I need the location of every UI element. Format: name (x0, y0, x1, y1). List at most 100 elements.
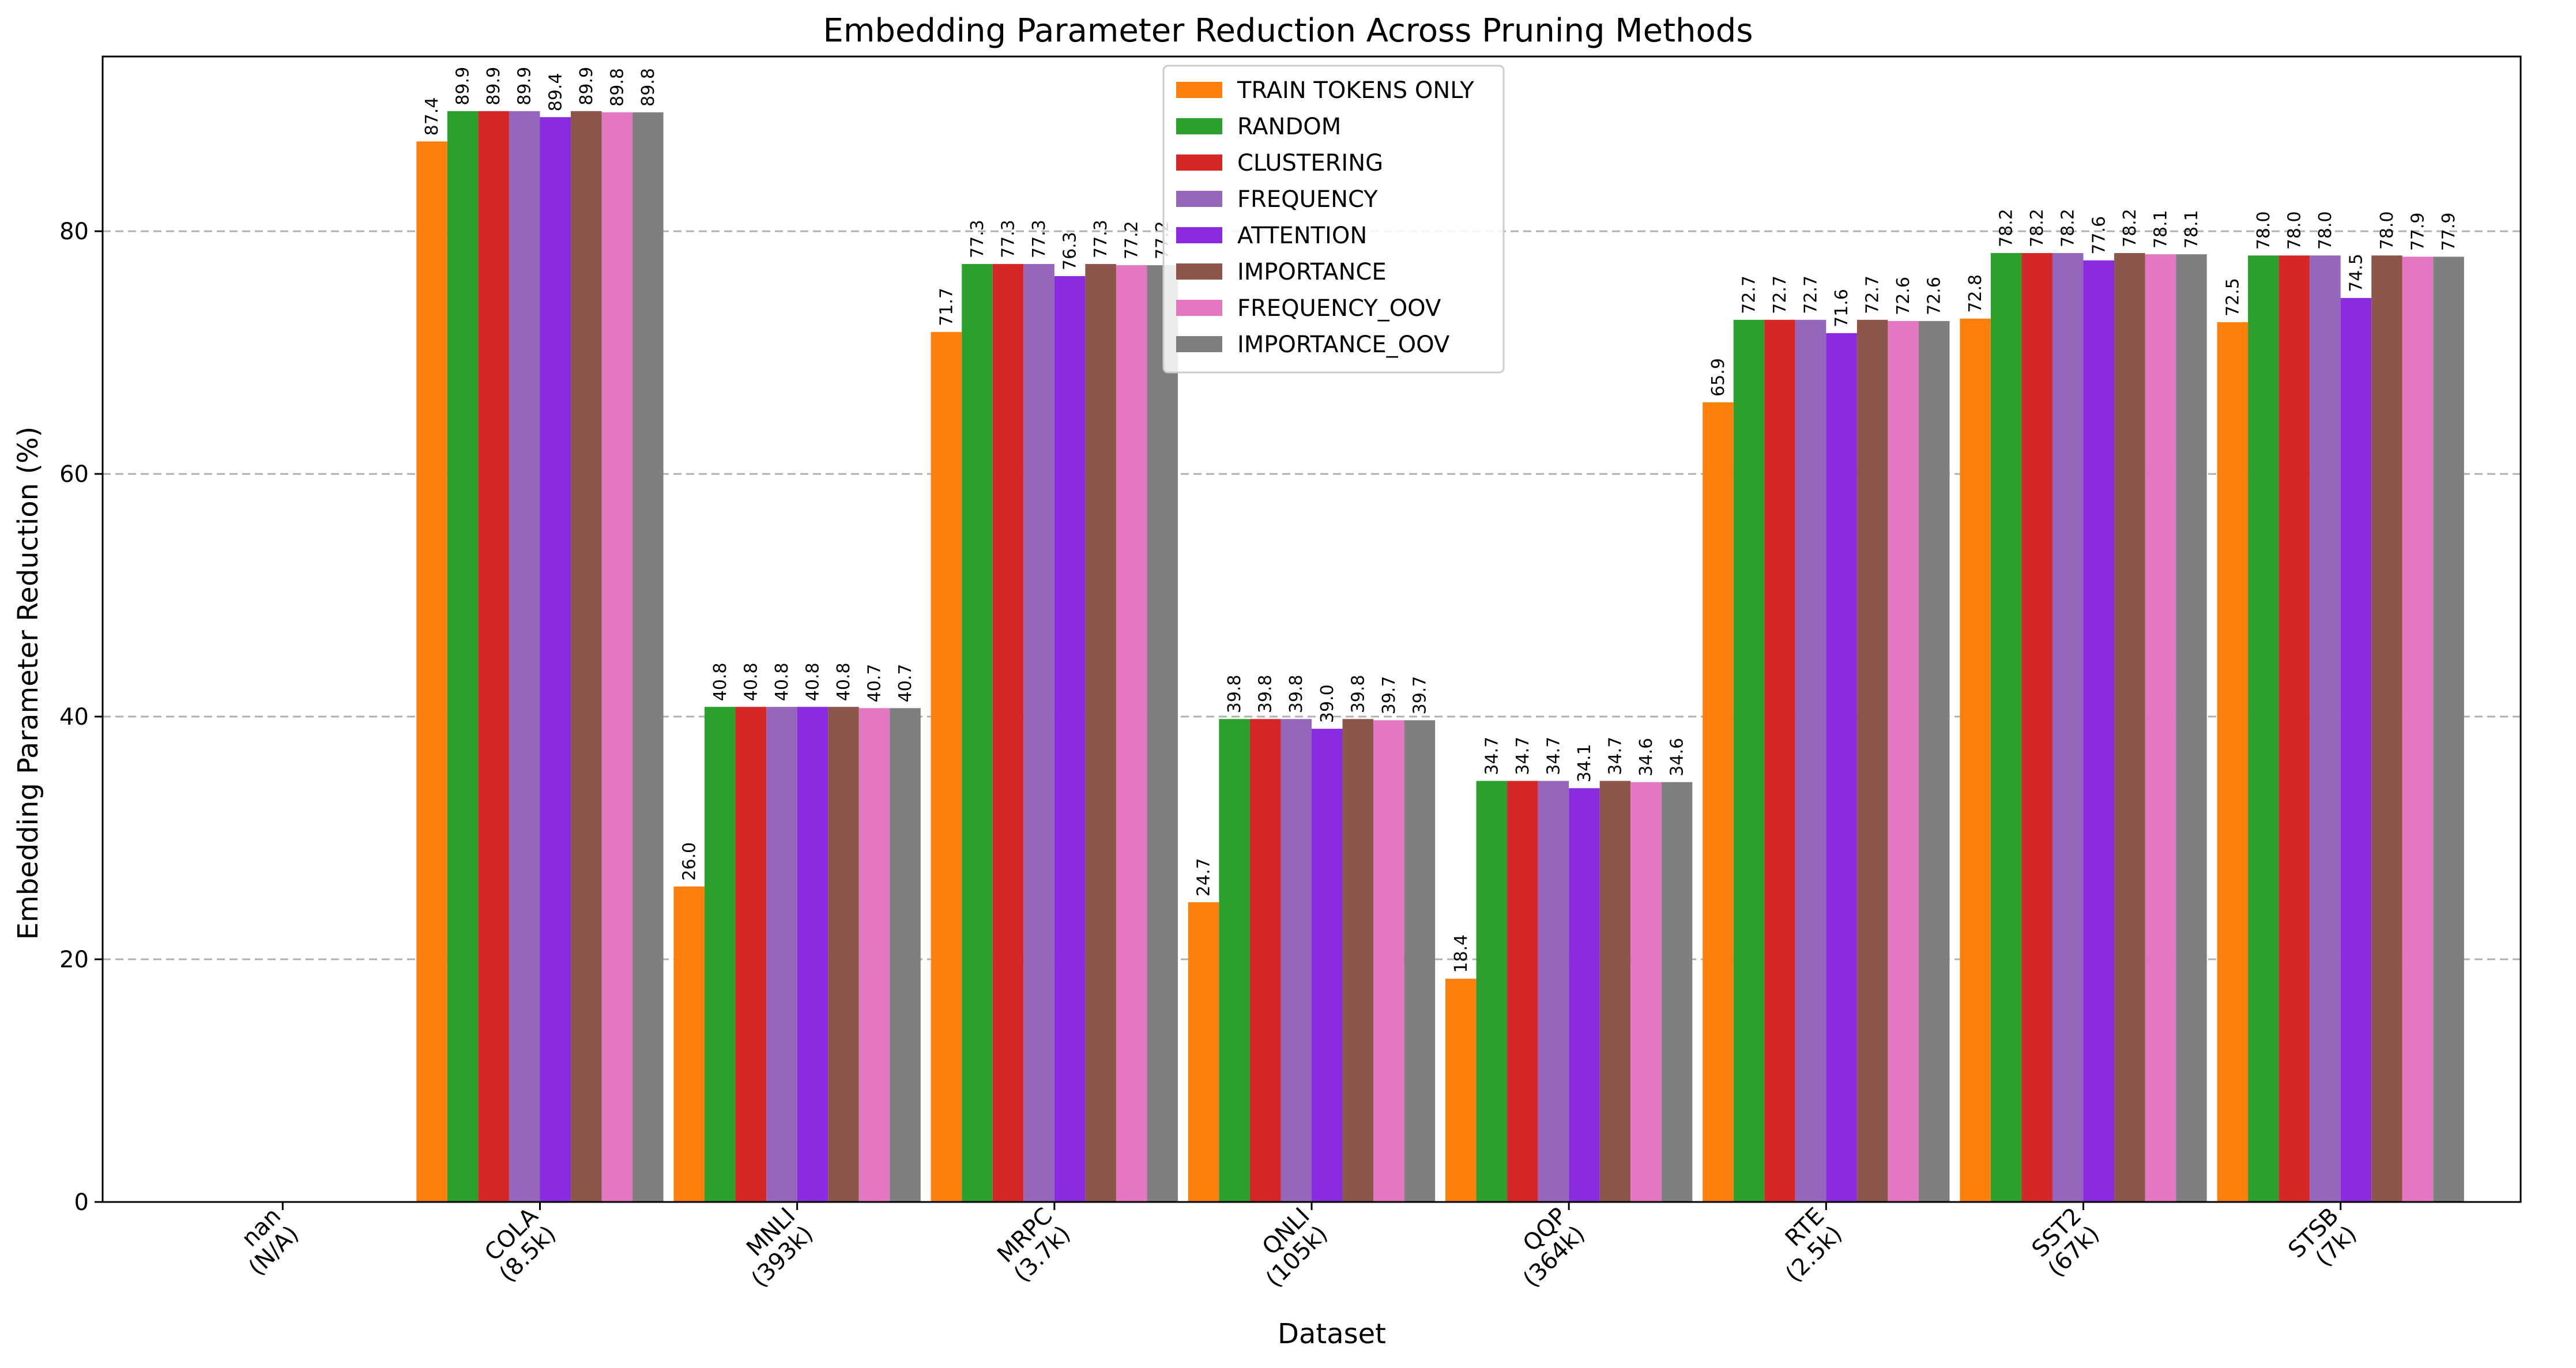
bar (1826, 333, 1857, 1202)
y-tick-label: 60 (59, 461, 89, 488)
bar (1342, 719, 1374, 1202)
x-tick-label: QNLI(105k) (1257, 1203, 1333, 1292)
bar-value-label: 40.8 (741, 662, 761, 701)
bar (1312, 729, 1343, 1202)
bar-value-label: 40.7 (895, 664, 916, 703)
legend-swatch (1176, 263, 1222, 280)
legend-item: ATTENTION (1176, 223, 1367, 249)
bar (416, 141, 447, 1203)
bar (1445, 978, 1477, 1202)
bar (2083, 260, 2115, 1202)
legend-swatch (1176, 154, 1222, 171)
y-tick-label: 80 (59, 218, 89, 245)
bar-value-label: 87.4 (422, 97, 442, 136)
bar (1918, 321, 1950, 1202)
bar-value-label: 78.1 (2182, 210, 2202, 248)
bar-value-label: 72.5 (2223, 278, 2243, 316)
legend-swatch (1176, 227, 1222, 243)
legend-label: IMPORTANCE (1237, 259, 1387, 285)
y-tick-label: 40 (59, 704, 89, 730)
bar-value-label: 34.7 (1513, 737, 1533, 775)
bar (2145, 254, 2176, 1203)
bar (2217, 322, 2249, 1202)
bar-value-label: 72.8 (1965, 274, 1986, 313)
x-tick-label: MNLI(393k) (741, 1203, 818, 1292)
bar-value-label: 40.8 (772, 662, 792, 701)
bar (571, 111, 602, 1203)
bar-value-label: 65.9 (1708, 358, 1728, 397)
bar-value-label: 72.7 (1801, 276, 1821, 314)
bar (2433, 257, 2464, 1203)
legend-item: RANDOM (1176, 114, 1341, 140)
bar-value-label: 39.8 (1348, 674, 1368, 713)
bar-value-label: 78.2 (1997, 209, 2017, 247)
bar-value-label: 89.8 (607, 68, 627, 107)
legend-label: FREQUENCY (1237, 186, 1378, 213)
bar (962, 263, 993, 1203)
bar-value-label: 74.5 (2346, 254, 2366, 292)
y-tick-label: 20 (59, 947, 89, 973)
bar-value-label: 71.6 (1832, 289, 1852, 327)
bar (828, 707, 859, 1202)
bar-value-label: 72.7 (1863, 276, 1883, 314)
bar-value-label: 72.7 (1770, 276, 1790, 314)
bars (416, 111, 2464, 1203)
bar-value-label: 78.2 (2120, 209, 2140, 247)
bar-value-label: 89.4 (545, 73, 566, 111)
bar (601, 112, 633, 1202)
bar-value-label: 78.0 (2315, 211, 2336, 250)
bar-value-label: 18.4 (1451, 934, 1471, 973)
bar (1085, 263, 1116, 1203)
y-axis-label: Embedding Parameter Reduction (%) (12, 427, 44, 940)
legend-item: CLUSTERING (1176, 150, 1383, 176)
bar (2371, 255, 2402, 1202)
bar (797, 707, 828, 1202)
bar-value-label: 77.3 (1029, 220, 1049, 258)
legend-item: TRAIN TOKENS ONLY (1176, 77, 1474, 104)
legend: TRAIN TOKENS ONLY RANDOM CLUSTERING FREQUEN… (1162, 65, 1505, 374)
bar-value-label: 39.0 (1317, 684, 1338, 723)
bar (1054, 276, 1086, 1203)
bar (1856, 319, 1888, 1203)
bar-value-label: 34.7 (1605, 737, 1625, 775)
bar-value-label: 34.6 (1636, 738, 1656, 777)
x-tick-label: MRPC(3.7k) (992, 1203, 1076, 1287)
bar (1764, 319, 1795, 1203)
bar-value-label: 78.0 (2254, 211, 2274, 250)
bar-value-label: 34.6 (1667, 738, 1688, 777)
legend-label: FREQUENCY_OOV (1237, 295, 1441, 322)
bar (1795, 319, 1826, 1203)
chart-title: Embedding Parameter Reduction Across Pru… (823, 12, 1753, 50)
bar (673, 886, 705, 1202)
y-tick-label: 0 (74, 1189, 89, 1216)
bar-value-label: 77.3 (967, 220, 988, 258)
bar-value-label: 76.3 (1060, 232, 1080, 270)
legend-swatch (1176, 118, 1222, 134)
bar (2052, 253, 2084, 1203)
bar-value-label: 78.1 (2151, 210, 2171, 248)
bar-value-label: 34.7 (1482, 737, 1502, 775)
bar-value-label: 24.7 (1194, 858, 1214, 896)
bar (1147, 265, 1178, 1203)
bar-value-label: 39.8 (1286, 674, 1306, 713)
bar-value-label: 77.3 (1091, 220, 1111, 258)
bar (2248, 255, 2279, 1202)
bar (1116, 265, 1147, 1203)
bar-value-label: 89.9 (453, 67, 473, 105)
bar-value-label: 26.0 (679, 842, 699, 881)
bar (1373, 720, 1404, 1202)
bar (735, 707, 767, 1202)
bar (1507, 781, 1538, 1202)
bar-value-label: 39.8 (1256, 674, 1276, 713)
bar-value-label: 78.2 (2058, 209, 2078, 247)
legend-swatch (1176, 336, 1222, 352)
x-tick-label: COLA(8.5k) (480, 1203, 561, 1288)
bar (2402, 257, 2434, 1203)
y-axis: 0 20 40 60 80 (59, 218, 103, 1216)
bar-value-label: 77.6 (2089, 216, 2109, 255)
legend-swatch (1176, 82, 1222, 98)
bar-value-label: 39.7 (1410, 676, 1430, 715)
legend-item: FREQUENCY (1176, 186, 1378, 213)
bar (1599, 781, 1631, 1202)
